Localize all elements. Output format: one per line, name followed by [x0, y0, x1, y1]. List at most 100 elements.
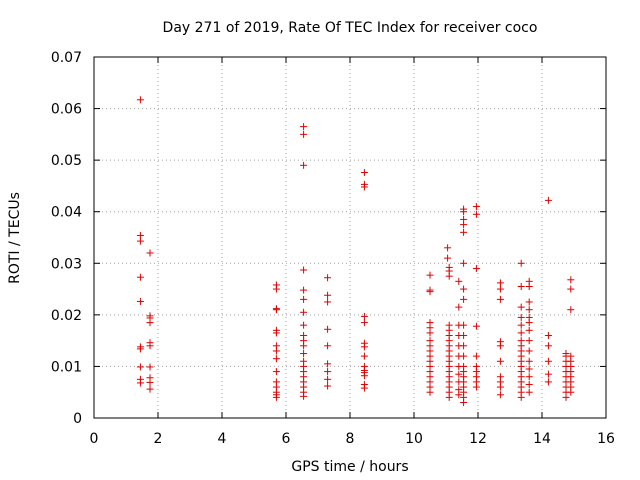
data-point — [544, 196, 552, 204]
data-point — [460, 259, 468, 267]
x-tick-label: 0 — [90, 431, 99, 447]
data-point — [324, 360, 332, 368]
data-point — [136, 237, 144, 245]
data-point — [426, 271, 434, 279]
data-point — [272, 306, 280, 314]
data-point — [300, 161, 308, 169]
data-point — [136, 345, 144, 353]
data-point — [360, 352, 368, 360]
grid-lines — [94, 57, 606, 418]
data-point — [272, 285, 280, 293]
data-point — [496, 383, 504, 391]
x-tick-label: 6 — [282, 431, 291, 447]
data-point — [324, 298, 332, 306]
data-point — [525, 373, 533, 381]
data-point — [455, 391, 463, 399]
data-point — [517, 393, 525, 401]
chart-title: Day 271 of 2019, Rate Of TEC Index for r… — [163, 20, 538, 36]
data-point — [146, 363, 154, 371]
data-point — [426, 288, 434, 296]
data-point — [324, 291, 332, 299]
data-point — [525, 357, 533, 365]
data-point — [544, 357, 552, 365]
data-point — [544, 378, 552, 386]
y-tick-label: 0.04 — [51, 205, 82, 221]
data-point — [146, 385, 154, 393]
data-point — [136, 273, 144, 281]
data-point — [272, 393, 280, 401]
data-point — [525, 388, 533, 396]
x-tick-label: 2 — [154, 431, 163, 447]
data-point — [525, 282, 533, 290]
data-point — [272, 368, 280, 376]
data-point — [567, 285, 575, 293]
data-point — [324, 382, 332, 390]
data-point — [525, 380, 533, 388]
data-point — [544, 342, 552, 350]
data-point — [146, 342, 154, 350]
data-point — [300, 123, 308, 131]
data-point — [517, 259, 525, 267]
data-point — [360, 384, 368, 392]
x-axis-label: GPS time / hours — [291, 459, 408, 475]
data-point — [136, 96, 144, 104]
data-point — [567, 276, 575, 284]
data-point — [455, 303, 463, 311]
x-tick-label: 16 — [597, 431, 615, 447]
plot-frame — [93, 56, 607, 419]
x-tick-label: 12 — [469, 431, 487, 447]
data-point — [525, 347, 533, 355]
data-point — [136, 363, 144, 371]
data-point — [517, 313, 525, 321]
data-points — [136, 96, 575, 407]
y-axis-label: ROTI / TECUs — [7, 192, 23, 284]
data-point — [146, 249, 154, 257]
data-point — [496, 357, 504, 365]
data-point — [496, 391, 504, 399]
data-point — [300, 342, 308, 350]
data-point — [300, 130, 308, 138]
data-point — [136, 297, 144, 305]
data-point — [360, 312, 368, 320]
data-point — [300, 286, 308, 294]
data-point — [472, 322, 480, 330]
data-point — [525, 326, 533, 334]
data-point — [525, 306, 533, 314]
x-tick-label: 10 — [405, 431, 423, 447]
data-point — [324, 375, 332, 383]
y-tick-label: 0.06 — [51, 102, 82, 118]
y-tick-label: 0.07 — [51, 50, 82, 66]
data-point — [146, 319, 154, 327]
data-point — [360, 372, 368, 380]
data-point — [496, 342, 504, 350]
data-point — [460, 228, 468, 236]
data-point — [445, 393, 453, 401]
data-point — [455, 277, 463, 285]
data-point — [460, 342, 468, 350]
data-point — [496, 285, 504, 293]
data-point — [567, 388, 575, 396]
data-point — [472, 383, 480, 391]
x-tick-label: 4 — [218, 431, 227, 447]
data-point — [517, 329, 525, 337]
data-point — [567, 306, 575, 314]
data-point — [324, 342, 332, 350]
data-point — [472, 352, 480, 360]
data-point — [272, 347, 280, 355]
data-point — [300, 350, 308, 358]
data-point — [517, 303, 525, 311]
data-point — [496, 279, 504, 287]
data-point — [445, 272, 453, 280]
data-point — [525, 298, 533, 306]
data-point — [426, 388, 434, 396]
data-point — [517, 282, 525, 290]
data-point — [146, 378, 154, 386]
data-point — [360, 319, 368, 327]
data-point — [460, 285, 468, 293]
data-point — [360, 343, 368, 351]
data-point — [496, 295, 504, 303]
data-point — [460, 399, 468, 407]
data-point — [460, 295, 468, 303]
x-tick-label: 14 — [533, 431, 551, 447]
